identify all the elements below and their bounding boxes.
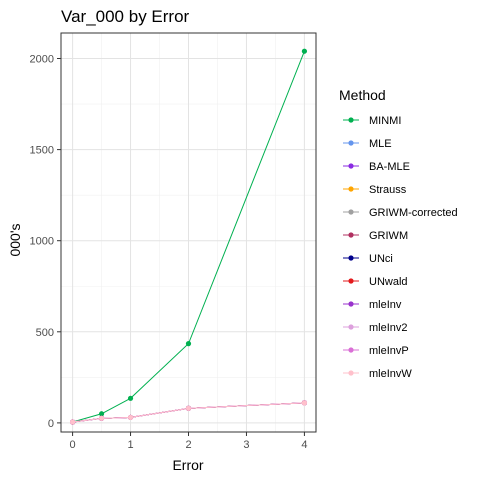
y-tick-label: 2000 [30,54,54,66]
y-tick-label: 0 [48,418,54,430]
legend-key-point [348,255,354,261]
legend-label: GRIWM [369,230,408,242]
legend-item: UNwald [343,276,408,288]
legend-title: Method [339,87,386,103]
legend-key-point [348,140,354,146]
y-tick-label: 500 [36,327,54,339]
data-point [127,395,134,401]
legend-label: UNci [369,253,393,265]
x-axis: 0 1 2 3 4 [70,432,307,451]
legend-item: BA-MLE [343,161,410,173]
x-tick-label: 2 [185,439,191,451]
legend-label: UNwald [369,276,408,288]
data-point [98,411,105,417]
legend-key-point [348,209,354,215]
legend-key-point [348,163,354,169]
data-point [185,341,192,347]
legend-key-point [348,186,354,192]
legend-label: GRIWM-corrected [369,207,458,219]
data-point [185,405,192,411]
legend-item: GRIWM [343,230,408,242]
legend-item: MLE [343,138,392,150]
legend-item: mleInvP [343,345,409,357]
legend-label: mleInvW [369,368,412,380]
legend-item: UNci [343,253,393,265]
chart-title: Var_000 by Error [61,7,190,26]
legend-item: MINMI [343,115,401,127]
legend-label: Strauss [369,184,407,196]
legend-label: mleInvP [369,345,409,357]
legend: Method MINMI MLE BA-MLE Strauss GRIWM-correc… [339,87,458,380]
y-axis-title: 000's [7,223,23,256]
legend-item: Strauss [343,184,407,196]
plot-panel [60,32,317,433]
legend-item: GRIWM-corrected [343,207,458,219]
series-layer [69,48,308,425]
legend-key-point [348,324,354,330]
data-point [69,419,76,425]
y-axis: 0 500 1000 1500 2000 [30,54,61,430]
legend-item: mleInvW [343,368,412,380]
legend-label: BA-MLE [369,161,410,173]
series-mleInvW [69,400,308,425]
data-point [301,48,308,54]
legend-item: mleInv [343,299,402,311]
data-point [301,400,308,406]
x-tick-label: 1 [127,439,133,451]
x-tick-label: 0 [70,439,76,451]
legend-key-point [348,347,354,353]
legend-key-point [348,232,354,238]
data-point [98,415,105,421]
x-tick-label: 3 [243,439,249,451]
legend-key-point [348,278,354,284]
legend-label: MINMI [369,115,401,127]
legend-label: MLE [369,138,392,150]
data-point [127,414,134,421]
legend-item: mleInv2 [343,322,408,334]
legend-label: mleInv [369,299,402,311]
x-tick-label: 4 [301,439,307,451]
legend-key-point [348,370,354,376]
legend-label: mleInv2 [369,322,408,334]
x-axis-title: Error [172,457,203,473]
legend-key-point [348,117,354,123]
legend-key-point [348,301,354,307]
y-tick-label: 1500 [30,145,54,157]
y-tick-label: 1000 [30,236,54,248]
